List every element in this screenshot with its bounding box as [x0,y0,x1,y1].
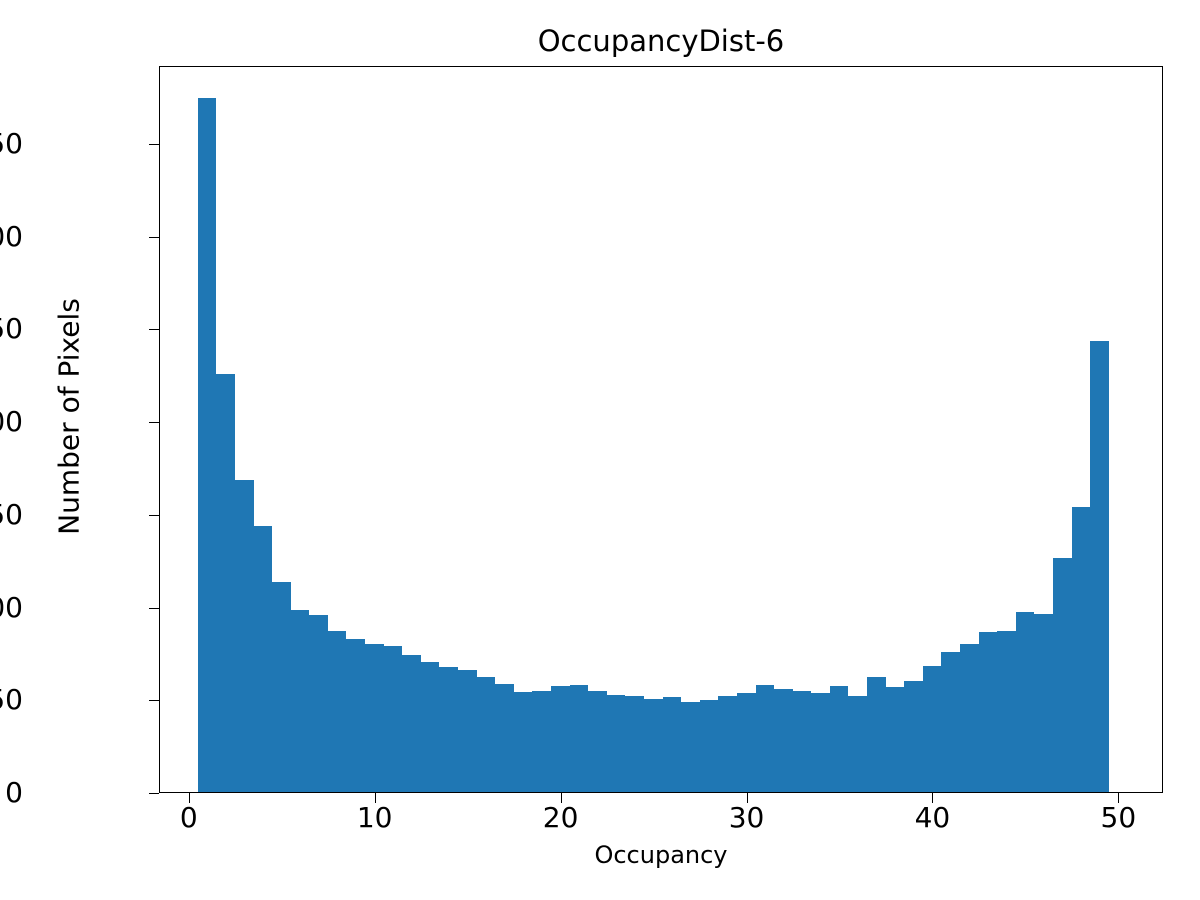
histogram-bar [1034,613,1053,792]
y-axis-tick-mark [149,607,159,609]
histogram-bar [606,694,626,792]
histogram-bar [476,677,496,792]
histogram-bar [495,684,514,792]
histogram-bar [272,582,291,792]
histogram-bar [662,697,682,792]
histogram-bar [978,631,998,792]
histogram-bar [383,645,403,792]
chart-title: OccupancyDist-6 [537,24,785,58]
x-axis-tick-label: 50 [1100,801,1137,834]
y-axis-tick-mark [149,793,159,794]
histogram-bar [1015,612,1035,792]
histogram-bar [774,688,793,792]
y-axis-tick-mark [149,143,159,145]
histogram-bar [290,609,310,792]
histogram-bar [513,691,533,792]
x-axis-tick-label: 40 [914,801,951,834]
histogram-bar [922,665,942,792]
histogram-bar [718,696,737,792]
x-axis-tick-label: 10 [356,801,393,834]
x-axis-tick-label: 30 [728,801,765,834]
histogram-bar [234,480,254,792]
histogram-bar [736,692,756,792]
histogram-bar [699,700,719,792]
x-axis-tick-label: 0 [179,801,198,834]
histogram-bar [792,691,812,792]
y-axis-tick-label: 750 [0,497,23,531]
histogram-bar [867,677,886,792]
histogram-bar [625,696,644,792]
histogram-bar [1071,507,1091,792]
y-axis-tick-label: 0 [5,776,23,809]
y-axis-tick-mark [149,329,159,331]
histogram-bar [216,373,235,792]
histogram-bar [960,643,979,792]
y-axis-tick-label: 1000 [0,405,23,439]
x-axis-tick-mark [560,793,562,803]
x-axis-tick-mark [1118,793,1120,803]
histogram-bar [569,685,589,792]
plot-area [159,66,1163,793]
histogram-bar [904,681,923,792]
histogram-bar [997,630,1016,792]
histogram-bars [160,67,1162,792]
histogram-bar [848,696,868,792]
y-axis-tick-label: 1750 [0,126,23,160]
histogram-bar [420,662,440,792]
y-axis-tick-label: 500 [0,590,23,624]
histogram-bar [327,630,347,792]
histogram-bar [643,699,663,792]
y-axis-tick-mark [149,422,159,424]
histogram-bar [346,639,366,792]
y-axis-label: Number of Pixels [52,298,86,535]
histogram-bar [588,691,607,792]
y-axis-tick-label: 1250 [0,312,23,346]
histogram-bar [365,644,384,792]
x-axis-tick-mark [188,793,190,803]
histogram-bar [681,701,700,792]
histogram-bar [755,685,775,792]
histogram-bar [941,651,961,792]
histogram-bar [439,666,459,792]
y-axis-tick-mark [149,236,159,238]
histogram-bar [551,686,570,792]
x-axis-tick-mark [746,793,748,803]
x-axis-tick-label: 20 [542,801,579,834]
y-axis-tick-mark [149,514,159,516]
histogram-bar [458,669,477,792]
x-axis-label: Occupancy [594,841,728,869]
histogram-bar [829,686,849,792]
histogram-bar [253,525,273,792]
x-axis-tick-mark [932,793,934,803]
x-axis-tick-mark [374,793,376,803]
histogram-bar [309,614,328,792]
histogram-bar [811,692,830,792]
histogram-bar [402,654,421,792]
histogram-bar [1090,341,1109,792]
histogram-bar [197,98,217,792]
histogram-bar [885,687,905,792]
histogram-bar [532,691,551,792]
y-axis-tick-label: 1500 [0,219,23,253]
y-axis-tick-mark [149,700,159,702]
histogram-bar [1053,558,1072,792]
y-axis-tick-label: 250 [0,683,23,717]
